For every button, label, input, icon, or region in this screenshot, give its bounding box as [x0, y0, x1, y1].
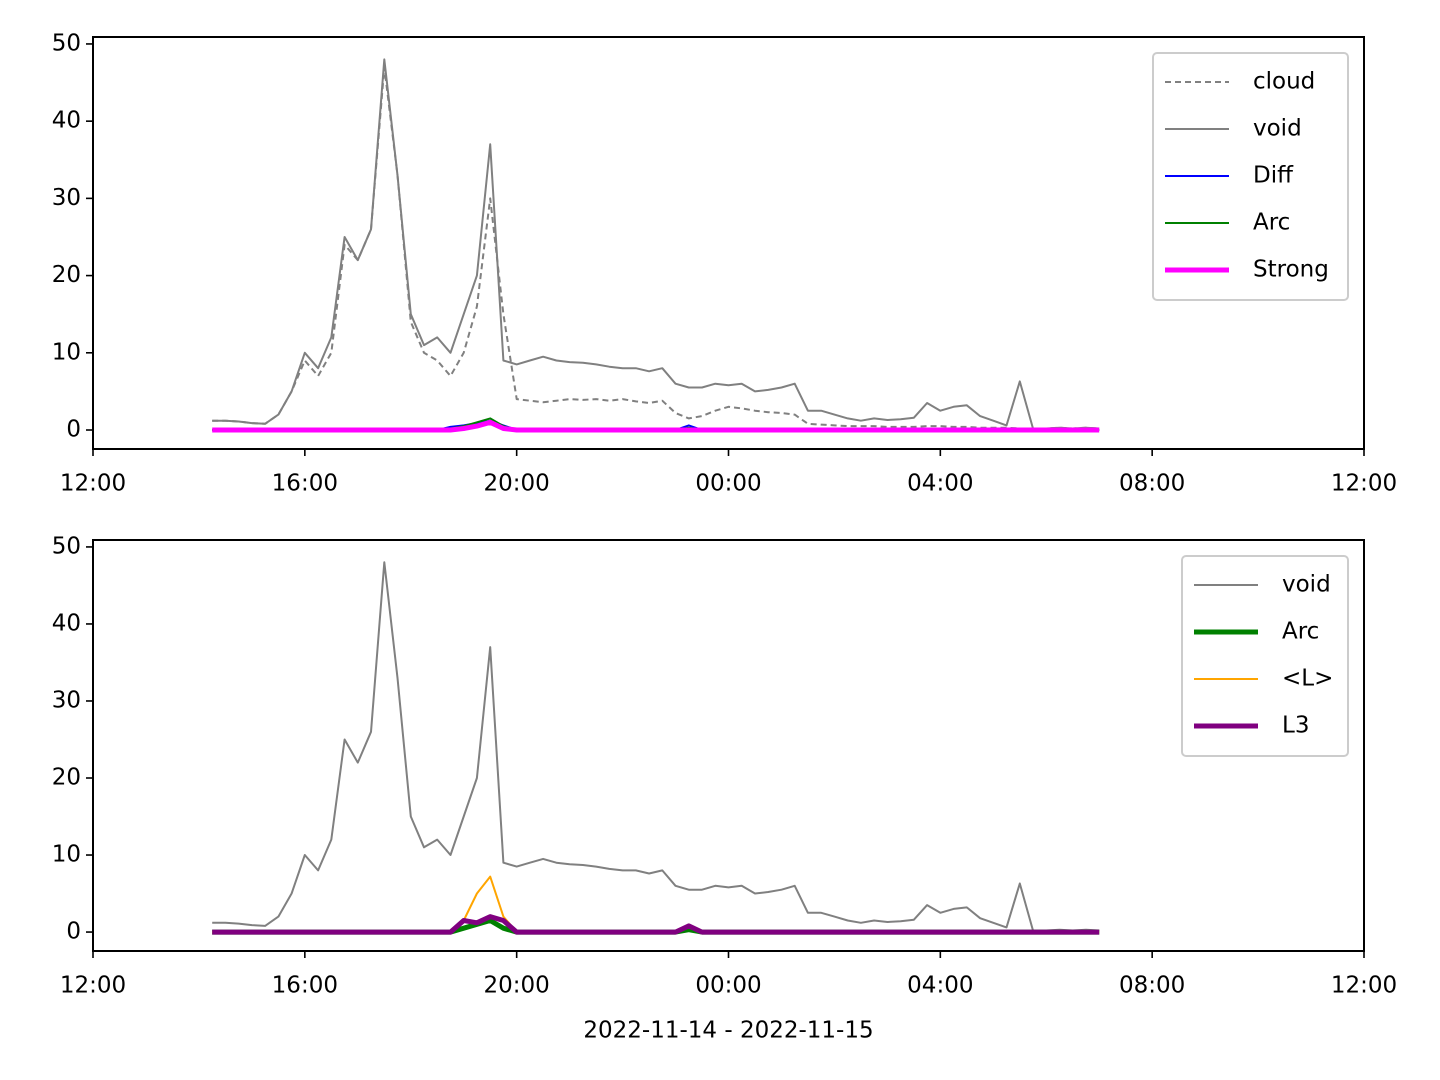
data-line [212, 914, 1100, 935]
y-tick-label: 30 [52, 185, 81, 211]
x-tick-label: 12:00 [1331, 973, 1397, 999]
y-tick-label: 50 [52, 533, 81, 559]
axes-frame [92, 539, 1365, 952]
y-tick-label: 50 [52, 30, 81, 56]
y-tick-label: 10 [52, 339, 81, 365]
legend-label: Strong [1253, 257, 1329, 283]
legend-label: Diff [1253, 163, 1294, 189]
x-tick-label: 16:00 [272, 973, 338, 999]
y-tick-label: 0 [66, 417, 81, 443]
x-tick-label: 12:00 [1331, 471, 1397, 497]
x-axis-label: 2022-11-14 - 2022-11-15 [583, 1018, 873, 1044]
y-tick-label: 0 [66, 919, 81, 945]
y-tick-label: 20 [52, 765, 81, 791]
x-tick-label: 04:00 [907, 471, 973, 497]
data-line [212, 875, 1100, 934]
y-tick-label: 10 [52, 842, 81, 868]
x-tick-label: 04:00 [907, 973, 973, 999]
y-tick-label: 40 [52, 108, 81, 134]
legend-label: void [1282, 572, 1331, 598]
x-tick-label: 16:00 [272, 471, 338, 497]
x-tick-label: 12:00 [60, 973, 126, 999]
legend-label: Arc [1282, 619, 1319, 645]
legend-label: void [1253, 116, 1302, 142]
data-line [212, 58, 1100, 430]
y-tick-label: 20 [52, 262, 81, 288]
legend-box [1152, 52, 1349, 301]
x-tick-label: 08:00 [1119, 973, 1185, 999]
y-tick-label: 40 [52, 610, 81, 636]
x-tick-label: 12:00 [60, 471, 126, 497]
legend-label: L3 [1282, 713, 1309, 739]
legend-box [1181, 555, 1349, 757]
data-line [212, 66, 1100, 430]
x-tick-label: 00:00 [695, 471, 761, 497]
data-line [212, 561, 1100, 932]
x-tick-label: 20:00 [484, 471, 550, 497]
y-tick-label: 30 [52, 687, 81, 713]
legend-label: cloud [1253, 69, 1315, 95]
legend-label: <L> [1282, 666, 1333, 692]
data-line [212, 419, 1100, 433]
x-tick-label: 00:00 [695, 973, 761, 999]
x-tick-label: 20:00 [484, 973, 550, 999]
x-tick-label: 08:00 [1119, 471, 1185, 497]
legend-label: Arc [1253, 210, 1290, 236]
